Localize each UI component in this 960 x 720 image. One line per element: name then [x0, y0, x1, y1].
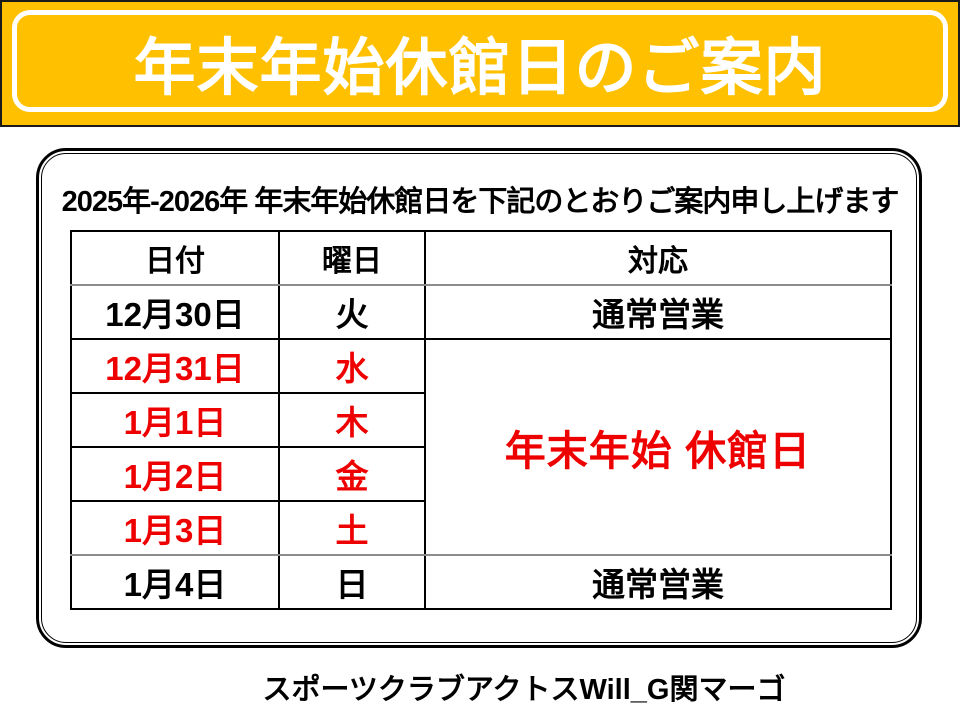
- date-cell: 1月2日: [70, 446, 280, 502]
- table-row: 1月3日 土: [70, 500, 891, 556]
- status-cell: 通常営業: [424, 284, 892, 340]
- table-row: 12月30日 火 通常営業: [70, 284, 892, 340]
- banner-white-outline: [12, 10, 948, 112]
- schedule-table: 日付 曜日 対応 12月30日 火 通常営業 12月31日 水 年末年始 休館日…: [70, 230, 892, 610]
- day-cell: 日: [278, 554, 426, 610]
- date-cell: 1月4日: [70, 554, 280, 610]
- day-cell: 火: [278, 284, 426, 340]
- col-header-day: 曜日: [278, 230, 426, 286]
- merged-status-cell: 年末年始 休館日: [424, 338, 892, 556]
- table-row: 1月2日 金: [70, 446, 891, 502]
- notice-card-inner-border: [41, 153, 917, 643]
- day-cell: 土: [278, 500, 426, 556]
- date-cell: 1月3日: [70, 500, 280, 556]
- status-cell: 通常営業: [424, 554, 892, 610]
- title-banner: 年末年始休館日のご案内: [0, 0, 960, 127]
- date-cell: 12月31日: [70, 338, 280, 394]
- col-header-date: 日付: [70, 230, 280, 286]
- date-cell: 12月30日: [70, 284, 280, 340]
- footer-club-name: スポーツクラブアクトスWill_G関マーゴ: [262, 674, 786, 706]
- table-row: 1月1日 木: [70, 392, 891, 448]
- notice-heading: 2025年-2026年 年末年始休館日を下記のとおりご案内申し上げます: [61, 186, 900, 218]
- day-cell: 金: [278, 446, 426, 502]
- col-header-status: 対応: [424, 230, 892, 286]
- date-cell: 1月1日: [70, 392, 280, 448]
- table-row: 1月4日 日 通常営業: [70, 554, 892, 610]
- day-cell: 水: [278, 338, 426, 394]
- page-title: 年末年始休館日のご案内: [133, 33, 827, 103]
- table-header-row: 日付 曜日 対応: [70, 230, 892, 286]
- day-cell: 木: [278, 392, 426, 448]
- table-row: 12月31日 水 年末年始 休館日: [70, 338, 892, 556]
